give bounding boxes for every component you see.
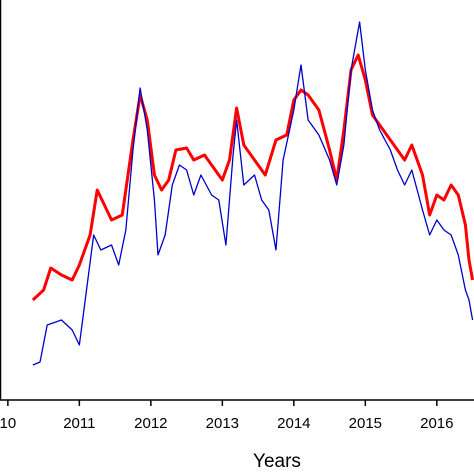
x-tick-label: 2016 [420, 415, 453, 432]
x-tick-label: 2012 [134, 415, 167, 432]
x-tick-label: 10 [0, 415, 16, 432]
x-axis-label: Years [253, 451, 301, 472]
series-line [32, 21, 474, 366]
x-tick-label: 2013 [206, 415, 239, 432]
x-tick-label: 2014 [277, 415, 310, 432]
x-tick-label: 2011 [63, 415, 95, 432]
series-line [31, 53, 474, 302]
x-tick-label: 2015 [349, 415, 382, 432]
